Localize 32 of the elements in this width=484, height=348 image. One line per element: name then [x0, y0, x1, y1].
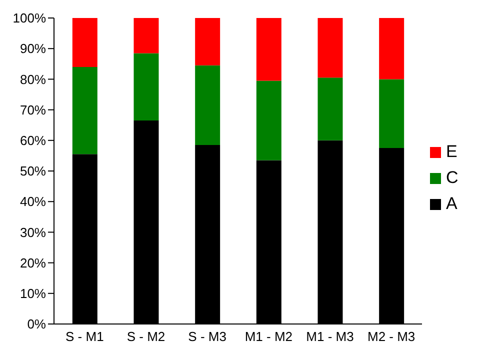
y-tick-label: 40% [20, 194, 46, 210]
bar [195, 65, 220, 145]
bar [256, 80, 282, 160]
legend-label: E [446, 142, 458, 162]
x-tick-label: M1 - M2 [244, 329, 293, 344]
y-tick-label: 20% [20, 255, 46, 270]
x-tick-label: M2 - M3 [367, 329, 416, 344]
bar [195, 18, 220, 66]
legend-label: A [446, 194, 458, 214]
legend-label: C [446, 168, 458, 188]
bar [72, 66, 98, 154]
y-tick-label: 0% [27, 316, 46, 332]
x-tick-label: M1 - M3 [306, 329, 354, 344]
x-tick-label: S - M1 [66, 329, 104, 344]
bar [72, 18, 98, 67]
y-tick-label: 30% [20, 224, 46, 240]
x-tick-label: S - M3 [188, 329, 226, 344]
y-tick-label: 50% [20, 164, 46, 179]
bar [318, 18, 343, 78]
y-tick-label: 10% [20, 286, 46, 302]
bar [318, 78, 343, 140]
y-tick-label: 80% [20, 72, 46, 87]
y-tick-label: 70% [20, 102, 46, 118]
x-tick-label: S - M2 [126, 329, 166, 344]
y-tick-label: 100% [12, 10, 46, 26]
bar [134, 18, 159, 54]
bar [379, 79, 404, 148]
bar [134, 53, 159, 121]
y-tick-label: 90% [20, 41, 46, 56]
y-tick-label: 60% [20, 133, 46, 148]
bar [256, 18, 282, 81]
bar [379, 18, 404, 80]
